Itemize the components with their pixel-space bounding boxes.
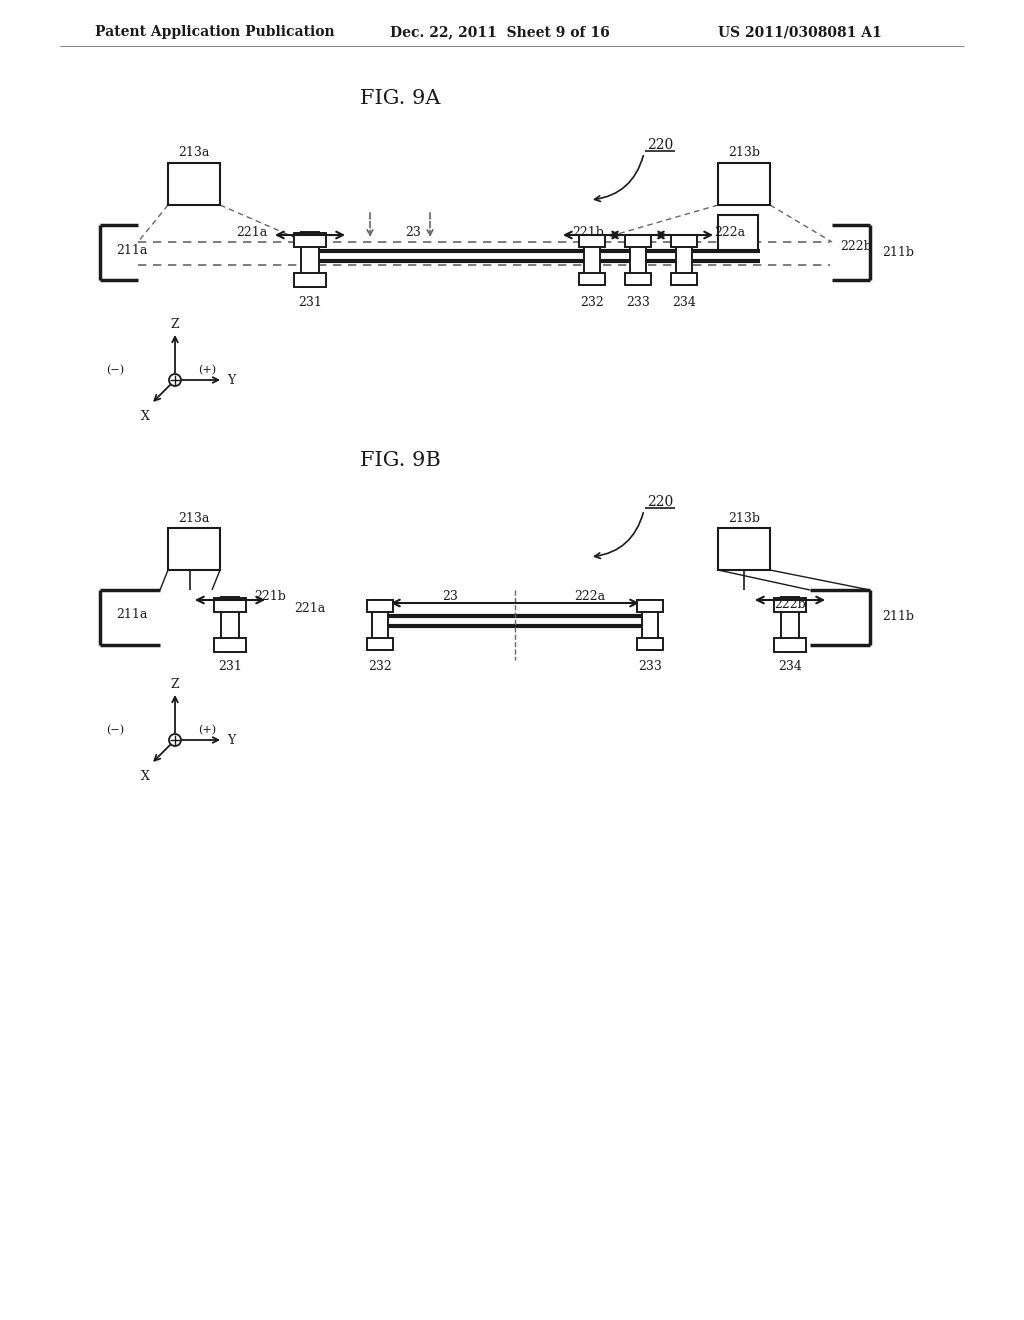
Text: 220: 220	[647, 495, 673, 510]
Text: Z: Z	[171, 678, 179, 692]
Text: FIG. 9B: FIG. 9B	[359, 450, 440, 470]
Text: 222a: 222a	[574, 590, 605, 603]
Bar	[168, 528, 220, 570]
Bar	[676, 235, 692, 285]
Text: 221b: 221b	[572, 226, 604, 239]
Text: 213a: 213a	[178, 147, 210, 160]
Circle shape	[169, 734, 181, 746]
Bar	[294, 273, 326, 286]
Text: 211b: 211b	[882, 610, 914, 623]
Text: 231: 231	[298, 296, 322, 309]
Bar	[584, 235, 600, 285]
FancyArrowPatch shape	[595, 512, 643, 558]
Bar	[214, 638, 246, 652]
Text: 222b: 222b	[840, 239, 871, 252]
Bar	[301, 232, 319, 286]
Text: (−): (−)	[105, 725, 124, 735]
Text: 234: 234	[672, 296, 696, 309]
Text: X: X	[140, 770, 150, 783]
Text: 23: 23	[406, 226, 421, 239]
Bar	[671, 273, 697, 285]
Text: 211a: 211a	[117, 609, 148, 622]
Bar	[637, 638, 663, 649]
Bar	[221, 597, 239, 652]
Text: 234: 234	[778, 660, 802, 673]
Text: US 2011/0308081 A1: US 2011/0308081 A1	[718, 25, 882, 40]
Circle shape	[169, 374, 181, 385]
Bar	[579, 235, 605, 247]
Bar	[625, 235, 651, 247]
Bar	[671, 235, 697, 247]
Text: Patent Application Publication: Patent Application Publication	[95, 25, 335, 40]
Bar	[781, 597, 799, 652]
Text: 220: 220	[647, 139, 673, 152]
Text: Z: Z	[171, 318, 179, 331]
Text: 213a: 213a	[178, 511, 210, 524]
Bar	[718, 215, 758, 249]
Text: 211b: 211b	[882, 246, 914, 259]
Bar	[630, 235, 646, 285]
Bar	[718, 528, 770, 570]
Bar	[625, 273, 651, 285]
Text: 213b: 213b	[728, 147, 760, 160]
Text: 222a: 222a	[715, 226, 745, 239]
Text: 23: 23	[442, 590, 458, 603]
Text: 213b: 213b	[728, 511, 760, 524]
Text: (−): (−)	[105, 364, 124, 375]
Bar	[774, 638, 806, 652]
Text: 233: 233	[626, 296, 650, 309]
Bar	[214, 598, 246, 612]
Bar	[718, 162, 770, 205]
Text: Y: Y	[227, 374, 236, 387]
Bar	[168, 162, 220, 205]
Text: 221b: 221b	[254, 590, 286, 603]
Bar	[774, 598, 806, 612]
Text: (+): (+)	[198, 364, 216, 375]
Bar	[372, 601, 388, 649]
Text: 232: 232	[581, 296, 604, 309]
Text: 221a: 221a	[294, 602, 326, 615]
Text: FIG. 9A: FIG. 9A	[359, 88, 440, 107]
Text: Y: Y	[227, 734, 236, 747]
Text: Dec. 22, 2011  Sheet 9 of 16: Dec. 22, 2011 Sheet 9 of 16	[390, 25, 609, 40]
Bar	[367, 601, 393, 612]
Text: 221a: 221a	[237, 226, 267, 239]
Bar	[579, 273, 605, 285]
Text: 232: 232	[368, 660, 392, 673]
Bar	[294, 234, 326, 247]
Bar	[367, 638, 393, 649]
Text: 231: 231	[218, 660, 242, 673]
Bar	[642, 601, 658, 649]
FancyArrowPatch shape	[595, 156, 643, 202]
Text: 222b: 222b	[774, 598, 806, 611]
Text: 233: 233	[638, 660, 662, 673]
Text: 211a: 211a	[117, 243, 148, 256]
Text: X: X	[140, 411, 150, 422]
Bar	[637, 601, 663, 612]
Text: (+): (+)	[198, 725, 216, 735]
